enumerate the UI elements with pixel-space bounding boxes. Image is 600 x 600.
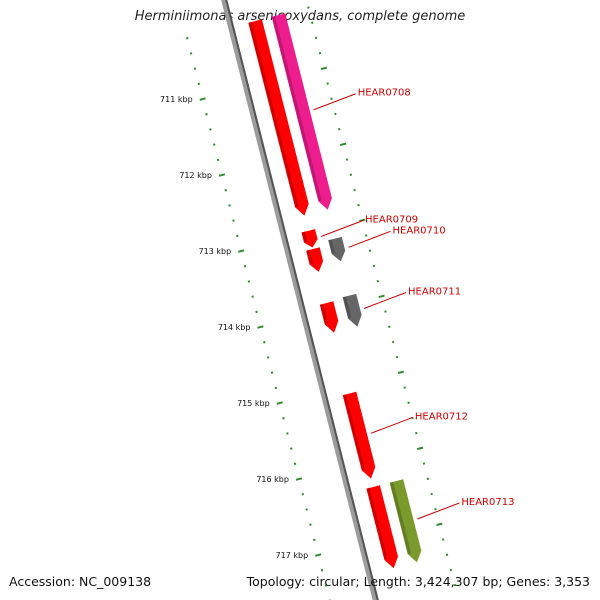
gene-label: HEAR0711 xyxy=(408,286,461,297)
gene-label: HEAR0713 xyxy=(461,497,514,508)
tick-label: 712 kbp xyxy=(179,171,212,180)
gene-features xyxy=(248,13,422,569)
backbone-line xyxy=(221,0,379,600)
backbone xyxy=(221,0,379,600)
major-tick xyxy=(315,553,322,557)
major-tick xyxy=(238,249,245,253)
major-tick xyxy=(199,97,206,101)
major-tick xyxy=(378,294,385,299)
gene-arrow-shade xyxy=(306,249,313,265)
major-tick xyxy=(397,370,405,375)
topology-text: Topology: circular; Length: 3,424,307 bp… xyxy=(246,574,590,589)
accession-text: Accession: NC_009138 xyxy=(9,574,152,589)
label-leader xyxy=(320,220,364,237)
gene-arrow-shade xyxy=(328,239,336,254)
label-leader xyxy=(370,416,414,434)
tick-label: 717 kbp xyxy=(276,551,309,560)
major-tick xyxy=(276,401,283,405)
major-tick xyxy=(257,325,264,329)
gene-arrow-shade xyxy=(366,487,388,560)
major-tick xyxy=(295,477,303,481)
gene-label: HEAR0709 xyxy=(365,214,418,225)
label-leader xyxy=(417,502,460,520)
tick-label: 713 kbp xyxy=(199,247,232,256)
gene-label: HEAR0712 xyxy=(415,411,468,422)
gene-label: HEAR0710 xyxy=(393,225,446,236)
gene-arrow-shade xyxy=(390,481,412,554)
tick-label: 714 kbp xyxy=(218,323,251,332)
gene-arrow-shade xyxy=(320,303,329,325)
gene-arrow-shade xyxy=(343,296,352,319)
gene-arrow-shade xyxy=(301,231,308,243)
major-tick xyxy=(436,522,443,527)
label-leader xyxy=(313,93,356,111)
label-leader xyxy=(348,230,391,248)
tick-label: 715 kbp xyxy=(237,399,270,408)
label-leader xyxy=(363,292,407,309)
major-tick xyxy=(218,173,226,177)
tick-marks: 711 kbp 712 kbp 713 kbp 714 kbp 715 kbp 716 k… xyxy=(160,6,456,600)
gene-arrow xyxy=(301,229,318,248)
backbone-core xyxy=(225,0,379,600)
gene-label: HEAR0708 xyxy=(358,88,411,99)
gene-arrow-shade xyxy=(343,394,366,471)
map-title: Herminiimonas arsenicoxydans, complete g… xyxy=(134,9,466,24)
tick-label: 711 kbp xyxy=(160,95,193,104)
gene-arrow-shade xyxy=(248,21,299,208)
major-tick xyxy=(339,142,347,147)
gene-arrow-shade xyxy=(272,16,322,202)
major-tick xyxy=(416,446,424,451)
major-tick xyxy=(320,66,327,71)
tick-label: 716 kbp xyxy=(256,475,289,484)
